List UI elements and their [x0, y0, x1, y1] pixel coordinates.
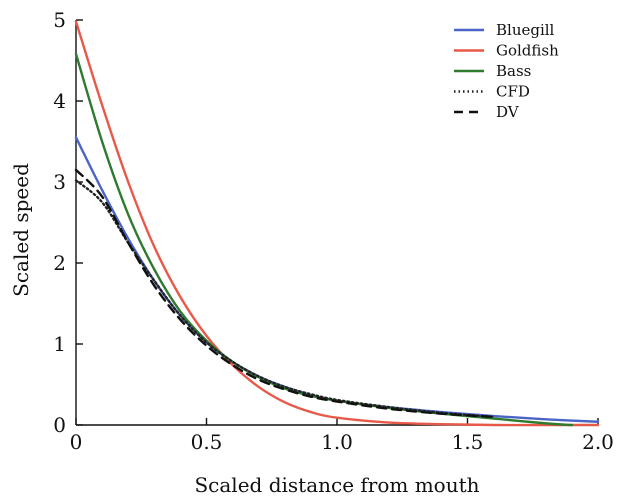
legend-label-bass: Bass: [496, 62, 531, 80]
y-tick-label: 0: [53, 413, 66, 437]
y-tick-label: 3: [53, 170, 66, 194]
y-tick-label: 5: [53, 8, 66, 32]
x-axis-label: Scaled distance from mouth: [194, 473, 479, 497]
legend-label-bluegill: Bluegill: [496, 21, 555, 39]
x-tick-label: 1.0: [321, 430, 353, 454]
axes: 0 0.5 1.0 1.5 2.0 0 1 2 3 4 5: [53, 8, 614, 454]
x-tick-label: 1.5: [452, 430, 484, 454]
legend-label-cfd: CFD: [496, 83, 530, 101]
legend: Bluegill Goldfish Bass CFD DV: [454, 21, 559, 121]
y-tick-label: 1: [53, 332, 66, 356]
x-tick-label: 2.0: [582, 430, 614, 454]
series-line-cfd: [74, 179, 495, 419]
x-tick-label: 0: [70, 430, 83, 454]
x-tick-label: 0.5: [191, 430, 223, 454]
y-axis-label: Scaled speed: [9, 163, 33, 297]
legend-label-dv: DV: [496, 103, 520, 121]
series-layer: [74, 20, 600, 427]
y-tick-label: 2: [53, 251, 66, 275]
legend-label-goldfish: Goldfish: [496, 42, 559, 60]
series-line-dv: [74, 168, 495, 419]
series-line-goldfish: [74, 20, 600, 427]
y-tick-label: 4: [53, 89, 66, 113]
